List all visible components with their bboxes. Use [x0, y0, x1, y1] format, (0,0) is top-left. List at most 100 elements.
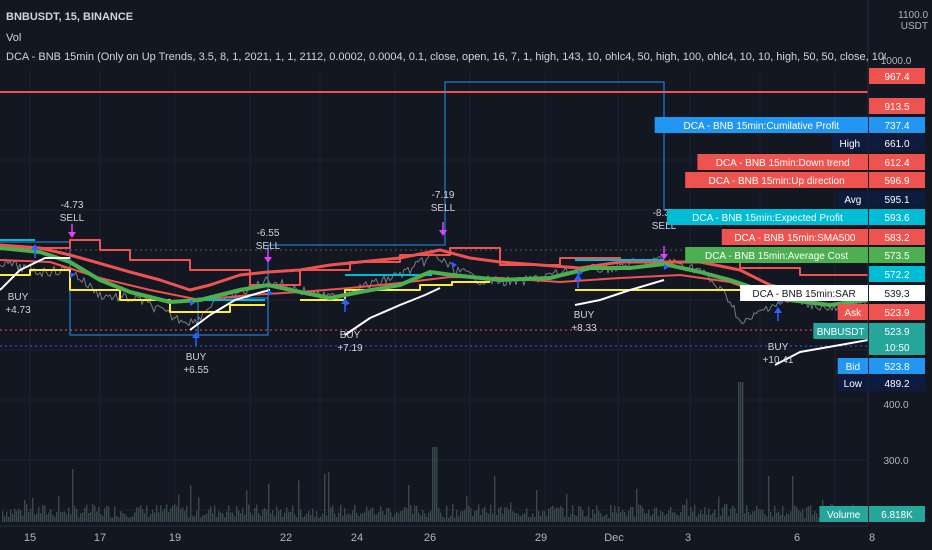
volume-bar	[284, 512, 286, 522]
volume-bar	[484, 506, 486, 522]
volume-bar	[346, 514, 348, 522]
volume-bar	[376, 514, 378, 522]
volume-bar	[514, 512, 516, 522]
price-label-value-box	[869, 229, 925, 245]
price-label-value-box	[869, 506, 925, 522]
price-label-name-box	[837, 304, 868, 320]
volume-bar	[766, 516, 768, 522]
volume-bar	[414, 505, 416, 522]
volume-bar	[122, 513, 124, 522]
volume-bar	[746, 505, 748, 522]
volume-bar	[592, 509, 594, 522]
volume-bar	[622, 509, 624, 522]
sar-line	[344, 287, 441, 336]
volume-bar	[308, 510, 310, 522]
volume-bar	[764, 514, 766, 522]
volume-bar	[44, 505, 46, 522]
volume-bar	[506, 507, 508, 522]
volume-bar	[28, 512, 30, 522]
price-label-value-box	[869, 247, 925, 263]
buy-arrow-marker	[574, 274, 582, 280]
trade-range-box	[197, 297, 269, 336]
volume-bar	[342, 515, 344, 522]
volume-bar	[436, 447, 438, 522]
volume-bar	[326, 515, 328, 522]
volume-bar	[602, 516, 604, 522]
y-tick-label: 1000.0	[881, 56, 912, 67]
x-tick-label: 22	[280, 532, 292, 544]
study-parameters-label[interactable]: DCA - BNB 15min (Only on Up Trends, 3.5,…	[6, 51, 886, 63]
trade-amount-label: -8.33	[653, 208, 676, 219]
volume-bar	[546, 516, 548, 522]
volume-bar	[16, 511, 18, 522]
volume-indicator-label[interactable]: Vol	[6, 32, 22, 44]
trade-amount-label: -6.55	[257, 228, 280, 239]
volume-bar	[148, 517, 150, 522]
volume-bar	[444, 517, 446, 522]
volume-bar	[790, 511, 792, 522]
volume-bar	[52, 514, 54, 522]
volume-bar	[10, 509, 12, 522]
x-tick-label: 19	[169, 532, 181, 544]
volume-bar	[180, 508, 182, 522]
price-label-value: 612.4	[884, 158, 909, 169]
volume-bar	[646, 513, 648, 522]
price-label-name-box	[819, 506, 868, 522]
volume-bar	[288, 511, 290, 522]
volume-bar	[320, 516, 322, 522]
volume-bar	[494, 475, 496, 522]
volume-bar	[472, 516, 474, 522]
price-label-value-box	[869, 209, 925, 225]
volume-bar	[462, 511, 464, 522]
volume-bar	[780, 514, 782, 522]
volume-bar	[508, 509, 510, 522]
volume-bar	[470, 508, 472, 522]
volume-bar	[802, 508, 804, 522]
volume-bar	[96, 511, 98, 522]
volume-bar	[124, 513, 126, 522]
volume-bar	[116, 515, 118, 522]
volume-bar	[466, 496, 468, 522]
volume-bar	[750, 514, 752, 522]
up-direction-line	[0, 259, 869, 306]
volume-bar	[680, 512, 682, 522]
volume-bar	[412, 513, 414, 522]
volume-bar	[428, 512, 430, 522]
volume-bar	[782, 505, 784, 522]
price-label-value-box	[869, 154, 925, 170]
volume-bar	[78, 517, 80, 522]
volume-bar	[24, 500, 26, 522]
buy-arrow-marker	[774, 307, 782, 313]
volume-bar	[282, 516, 284, 522]
volume-bar	[712, 512, 714, 522]
volume-bar	[478, 504, 480, 522]
price-label-value: 10:50	[884, 343, 909, 354]
volume-bar	[280, 509, 282, 522]
volume-bar	[722, 507, 724, 522]
volume-bar	[520, 515, 522, 522]
volume-bar	[106, 505, 108, 522]
volume-bar	[732, 505, 734, 522]
volume-bar	[220, 512, 222, 522]
volume-bar	[334, 513, 336, 522]
volume-bar	[404, 506, 406, 522]
volume-bar	[42, 505, 44, 522]
price-label-name: BNBUSDT	[817, 327, 865, 338]
volume-bar	[720, 515, 722, 522]
trade-amount-label: +8.33	[571, 323, 597, 334]
volume-bar	[56, 512, 58, 522]
volume-bar	[590, 517, 592, 522]
volume-bar	[740, 382, 742, 522]
volume-bar	[296, 517, 298, 522]
volume-bar	[676, 514, 678, 522]
volume-bar	[776, 512, 778, 522]
volume-bar	[518, 514, 520, 522]
volume-bar	[474, 510, 476, 522]
volume-bar	[616, 512, 618, 522]
volume-bar	[94, 505, 96, 522]
volume-bar	[166, 504, 168, 522]
volume-bar	[216, 516, 218, 522]
price-label-name: Low	[844, 379, 863, 390]
volume-bar	[742, 382, 744, 522]
